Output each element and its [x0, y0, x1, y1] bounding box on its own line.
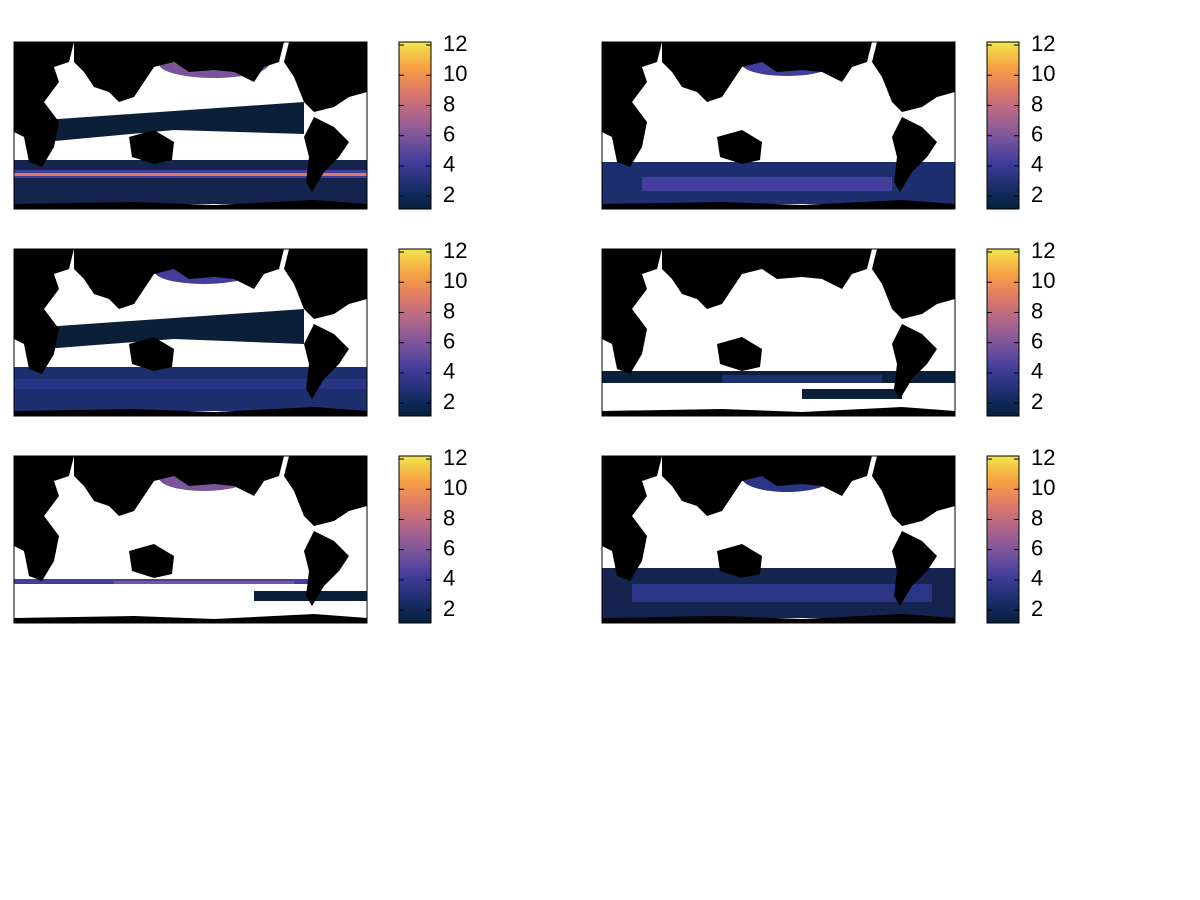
colorbar-tick-label: 10	[1031, 475, 1055, 500]
colorbar-tick-label: 6	[1031, 329, 1043, 354]
colorbar-tick-label: 6	[1031, 122, 1043, 147]
colorbar	[986, 248, 1020, 417]
colorbar-tick-label: 6	[1031, 536, 1043, 561]
map-frame	[13, 248, 368, 417]
colorbar-tick-label: 8	[443, 298, 455, 323]
colorbar-tick-label: 2	[443, 182, 455, 207]
continents	[602, 249, 955, 416]
field-4	[602, 371, 955, 399]
map-frame	[13, 455, 368, 624]
colorbar-tick-label: 2	[1031, 389, 1043, 414]
map-frame	[13, 41, 368, 210]
colorbar-tick-label: 8	[1031, 505, 1043, 530]
colorbar-tick-label: 8	[1031, 298, 1043, 323]
colorbar-tick-label: 6	[443, 536, 455, 561]
colorbar-tick-label: 10	[1031, 268, 1055, 293]
colorbar	[398, 41, 432, 210]
colorbar-tick-label: 10	[443, 268, 467, 293]
colorbar-tick-label: 12	[1031, 238, 1055, 263]
colorbar-tick-label: 10	[1031, 61, 1055, 86]
colorbar-tick-label: 10	[443, 61, 467, 86]
colorbar-tick-label: 2	[443, 389, 455, 414]
colorbar-tick-label: 4	[1031, 566, 1043, 591]
map-frame	[601, 41, 956, 210]
colorbar-tick-label: 12	[1031, 31, 1055, 56]
colorbar-tick-label: 12	[443, 31, 467, 56]
colorbar-tick-label: 2	[1031, 182, 1043, 207]
map-frame	[601, 455, 956, 624]
colorbar-tick-label: 8	[1031, 91, 1043, 116]
colorbar-tick-label: 4	[1031, 359, 1043, 384]
colorbar-tick-label: 8	[443, 505, 455, 530]
colorbar-tick-label: 4	[443, 152, 455, 177]
colorbar-tick-label: 8	[443, 91, 455, 116]
map-frame	[601, 248, 956, 417]
colorbar-tick-label: 10	[443, 475, 467, 500]
colorbar-tick-label: 2	[443, 596, 455, 621]
colorbar	[398, 248, 432, 417]
colorbar-tick-label: 4	[443, 359, 455, 384]
colorbar-tick-label: 6	[443, 122, 455, 147]
colorbar	[398, 455, 432, 624]
colorbar-tick-label: 6	[443, 329, 455, 354]
colorbar-tick-label: 2	[1031, 596, 1043, 621]
colorbar-tick-label: 12	[443, 445, 467, 470]
colorbar-tick-label: 4	[443, 566, 455, 591]
continents	[14, 456, 367, 623]
colorbar	[986, 41, 1020, 210]
colorbar	[986, 455, 1020, 624]
colorbar-tick-label: 4	[1031, 152, 1043, 177]
colorbar-tick-label: 12	[1031, 445, 1055, 470]
colorbar-tick-label: 12	[443, 238, 467, 263]
